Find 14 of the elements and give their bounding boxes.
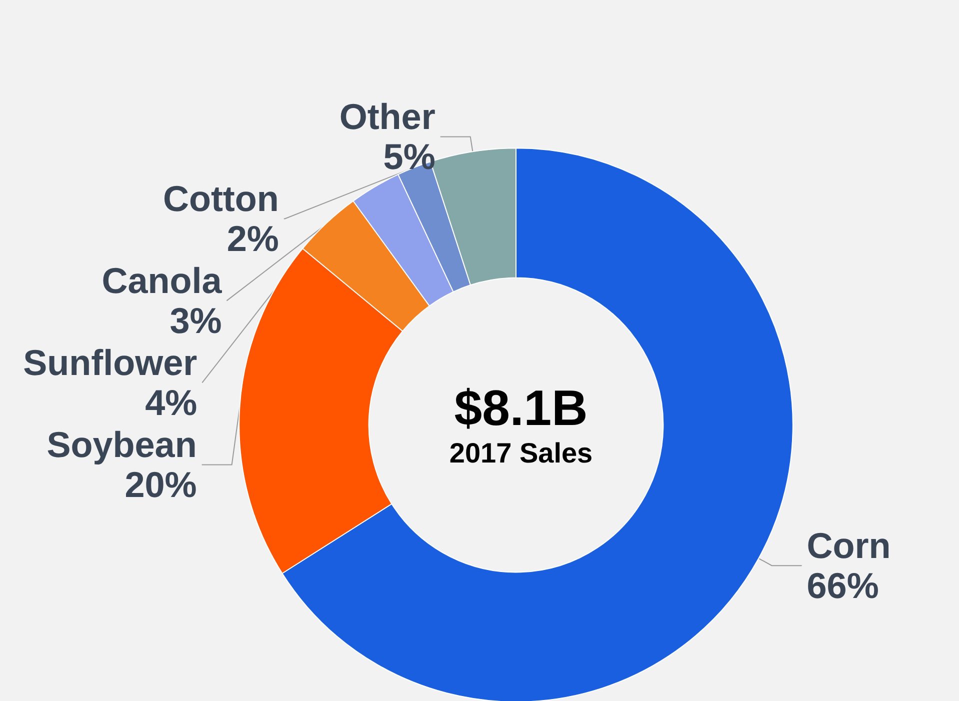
slice-label: Canola (102, 260, 223, 302)
data-label: 2% (226, 218, 279, 260)
data-label: 4% (145, 382, 198, 424)
data-label: 3% (170, 300, 222, 342)
slice-label: Soybean (46, 424, 197, 466)
text: 2017 Sales (449, 438, 593, 468)
data-label: 66% (806, 565, 879, 606)
slice-label: Corn (806, 525, 891, 566)
slice-label: Other (339, 96, 436, 138)
slice-label: Sunflower (23, 342, 198, 384)
data-label: 20% (124, 464, 197, 506)
text: $8.1B (454, 380, 588, 436)
data-label: 5% (383, 136, 436, 178)
slice-label: Cotton (162, 178, 279, 220)
